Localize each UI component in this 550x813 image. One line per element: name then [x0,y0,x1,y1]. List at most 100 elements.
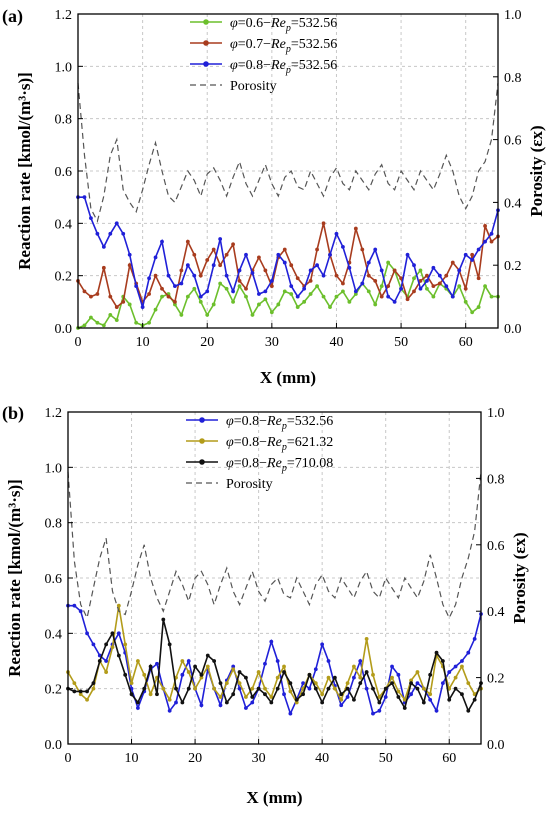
data-point [421,686,426,691]
data-point [295,294,300,299]
x-tick-label: 60 [459,335,473,350]
data-point [72,681,77,686]
data-point [431,265,436,270]
data-point [489,239,494,244]
legend-label: Porosity [226,477,273,492]
y-tick-label: 1.2 [55,8,73,23]
data-point [320,700,325,705]
series-line [77,83,499,223]
data-point [160,239,164,244]
data-point [295,276,300,281]
data-point [460,664,464,669]
data-point [244,286,248,291]
data-point [78,689,83,694]
data-point [334,294,339,299]
data-point [116,603,121,608]
data-point [186,686,191,691]
data-point [89,294,93,299]
data-point [483,224,487,228]
data-point [353,292,358,296]
data-point [353,289,358,294]
data-point [147,292,151,296]
data-point [231,289,235,294]
data-point [434,650,439,655]
series-1 [66,603,483,705]
data-point [153,273,158,278]
data-point [489,231,494,236]
data-point [412,289,416,294]
data-point [244,294,248,299]
data-point [418,286,423,291]
data-point [289,284,294,289]
data-point [447,697,452,702]
data-point [440,681,445,686]
data-point [377,700,382,705]
data-point [155,692,159,697]
data-point [302,299,307,304]
data-point [95,292,100,296]
data-point [250,686,255,691]
data-point [127,252,132,257]
data-point [466,708,471,713]
y2-tick-label: 0.4 [504,196,522,211]
data-point [205,653,210,658]
y2-tick-label: 0.4 [487,605,505,620]
data-point [302,286,307,291]
data-point [275,686,280,691]
y-tick-label: 0.6 [55,165,73,180]
data-point [453,664,458,669]
data-point [224,700,229,705]
data-point [341,281,345,286]
data-point [193,686,197,691]
y-tick-label: 0.8 [45,517,63,532]
data-point [101,265,106,270]
data-point [263,268,268,273]
data-point [91,642,96,647]
legend-label: φ=0.8−Rep=710.08 [226,456,333,474]
data-point [358,681,363,686]
data-point [135,659,140,663]
data-point [308,268,313,273]
data-point [121,231,126,236]
data-point [244,675,248,680]
data-point [320,692,325,697]
data-point [347,299,352,304]
y-axis-label: Reaction rate [kmol/(m³·s)] [5,479,24,677]
data-point [415,670,420,674]
data-point [313,667,318,672]
data-point [257,292,261,296]
data-point [101,244,106,249]
data-point [434,708,439,713]
data-point [148,664,153,669]
data-point [173,302,177,307]
data-point [472,636,477,641]
data-point [167,697,172,702]
y2-tick-label: 0.0 [487,738,505,753]
data-point [460,659,464,663]
legend-marker [199,459,205,465]
data-point [396,689,401,694]
data-point [364,686,369,691]
x-tick-label: 50 [379,751,393,766]
data-point [82,195,87,200]
data-point [288,681,293,686]
panel-label: (b) [2,403,24,424]
data-point [275,659,280,663]
data-point [360,281,365,286]
data-point [418,279,423,283]
data-point [373,279,378,283]
data-point [198,299,203,304]
data-point [390,664,394,669]
data-point [127,302,132,307]
data-point [425,273,429,278]
x-tick-label: 20 [200,335,214,350]
data-point [199,703,204,708]
data-point [366,273,371,278]
data-point [301,692,305,697]
data-point [167,708,172,713]
data-point [364,636,369,641]
x-tick-label: 50 [394,335,408,350]
data-point [447,670,452,674]
data-point [192,273,197,278]
data-point [148,692,153,697]
